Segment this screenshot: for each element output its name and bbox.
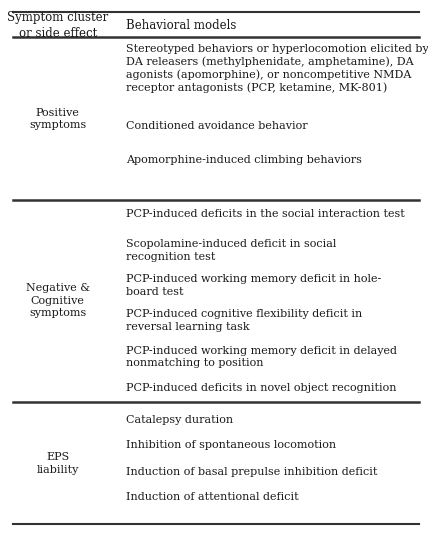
Text: Induction of basal prepulse inhibition deficit: Induction of basal prepulse inhibition d…: [126, 467, 377, 477]
Text: Catalepsy duration: Catalepsy duration: [126, 415, 233, 425]
Text: EPS
liability: EPS liability: [36, 452, 79, 475]
Text: Induction of attentional deficit: Induction of attentional deficit: [126, 492, 299, 502]
Text: PCP-induced working memory deficit in hole-
board test: PCP-induced working memory deficit in ho…: [126, 274, 381, 297]
Text: Apomorphine-induced climbing behaviors: Apomorphine-induced climbing behaviors: [126, 155, 362, 165]
Text: PCP-induced cognitive flexibility deficit in
reversal learning task: PCP-induced cognitive flexibility defici…: [126, 309, 363, 332]
Text: Scopolamine-induced deficit in social
recognition test: Scopolamine-induced deficit in social re…: [126, 239, 337, 262]
Text: Positive
symptoms: Positive symptoms: [29, 108, 86, 130]
Text: PCP-induced deficits in the social interaction test: PCP-induced deficits in the social inter…: [126, 209, 405, 219]
Text: Symptom cluster
or side effect: Symptom cluster or side effect: [7, 11, 108, 40]
Text: Inhibition of spontaneous locomotion: Inhibition of spontaneous locomotion: [126, 440, 336, 450]
Text: Conditioned avoidance behavior: Conditioned avoidance behavior: [126, 121, 308, 132]
Text: Negative &
Cognitive
symptoms: Negative & Cognitive symptoms: [26, 283, 90, 318]
Text: PCP-induced deficits in novel object recognition: PCP-induced deficits in novel object rec…: [126, 383, 397, 393]
Text: Behavioral models: Behavioral models: [126, 19, 237, 32]
Text: Stereotyped behaviors or hyperlocomotion elicited by
DA releasers (methylphenida: Stereotyped behaviors or hyperlocomotion…: [126, 44, 428, 93]
Text: PCP-induced working memory deficit in delayed
nonmatching to position: PCP-induced working memory deficit in de…: [126, 346, 397, 368]
